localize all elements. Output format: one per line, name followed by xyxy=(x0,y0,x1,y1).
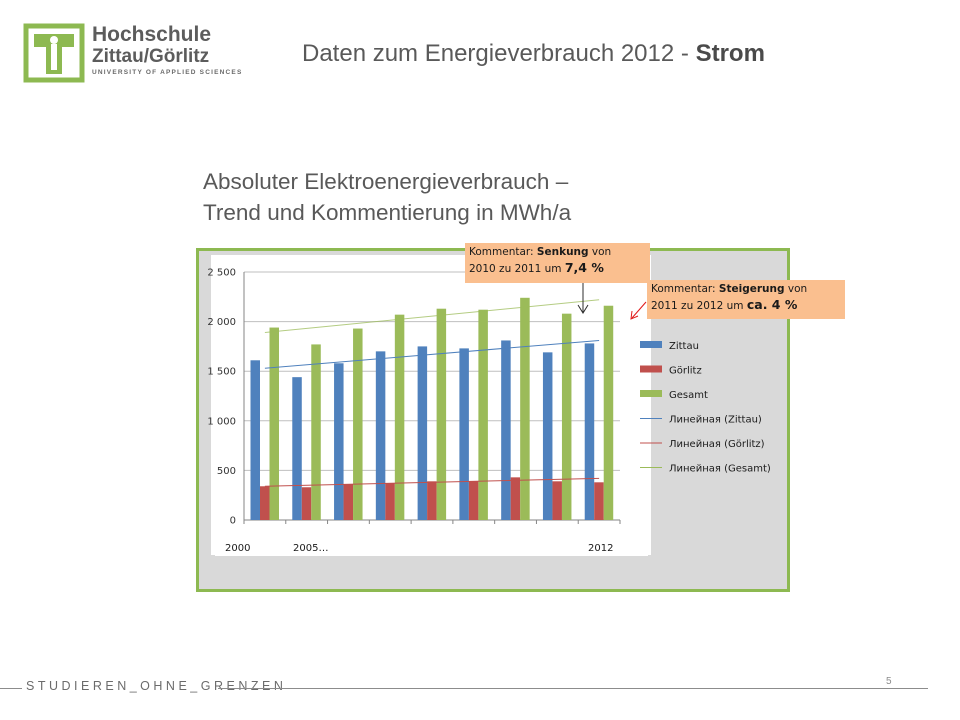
footer-line-left xyxy=(0,688,22,689)
legend-label: Линейная (Zittau) xyxy=(669,415,762,426)
bar-zittau xyxy=(417,346,428,520)
comment1-arrowhead xyxy=(577,304,589,314)
logo-line2: Zittau/Görlitz xyxy=(92,46,210,67)
legend-label: Görlitz xyxy=(669,366,702,377)
bar-gesamt xyxy=(353,328,363,520)
subtitle-line1: Absoluter Elektroenergieverbrauch – xyxy=(203,169,569,194)
y-tick-label: 2 000 xyxy=(207,317,236,328)
bar-zittau xyxy=(375,351,386,520)
bar-gesamt xyxy=(436,308,447,520)
comment2-line2: 2011 zu 2012 um xyxy=(651,300,747,312)
y-tick-label: 500 xyxy=(217,466,236,477)
footer-line-right xyxy=(218,688,928,689)
comment2-rest: von xyxy=(784,283,808,295)
x-label-2012: 2012 xyxy=(588,543,613,554)
logo-line3: UNIVERSITY OF APPLIED SCIENCES xyxy=(92,69,243,76)
comment1-rest: von xyxy=(588,246,612,258)
subtitle-line2: Trend und Kommentierung in MWh/a xyxy=(203,200,572,225)
bar-gesamt xyxy=(311,344,321,520)
bar-zittau xyxy=(542,352,553,520)
page-title-main: Daten zum Energieverbrauch 2012 - xyxy=(302,40,696,67)
bar-goerlitz xyxy=(594,482,604,520)
legend-label: Gesamt xyxy=(669,390,708,401)
y-tick-label: 0 xyxy=(230,516,236,527)
footer-slogan: STUDIEREN_OHNE_GRENZEN xyxy=(26,679,287,693)
page-number: 5 xyxy=(886,676,892,687)
trendline-gesamt xyxy=(264,299,600,334)
bar-goerlitz xyxy=(510,477,521,520)
comment-box-senkung: Kommentar: Senkung von 2010 zu 2011 um 7… xyxy=(465,243,650,283)
bar-gesamt xyxy=(394,314,405,520)
legend-swatch xyxy=(640,390,662,397)
bar-goerlitz xyxy=(385,483,395,520)
bar-goerlitz xyxy=(552,481,562,520)
comment1-value: 7,4 % xyxy=(564,260,604,275)
bar-zittau xyxy=(459,348,469,520)
x-label-box xyxy=(215,533,648,556)
comment-box-steigerung: Kommentar: Steigerung von 2011 zu 2012 u… xyxy=(647,280,845,319)
bar-zittau xyxy=(250,360,260,520)
trendline-goerlitz xyxy=(264,477,600,487)
comment2-label: Kommentar: xyxy=(651,283,719,295)
y-tick-label: 1 000 xyxy=(207,416,236,427)
comment1-line2: 2010 zu 2011 um xyxy=(469,263,565,275)
university-logo xyxy=(23,23,85,83)
x-label-2005: 2005… xyxy=(293,543,328,554)
logo-wordmark: Hochschule Zittau/Görlitz UNIVERSITY OF … xyxy=(92,23,243,77)
bar-goerlitz xyxy=(468,481,479,520)
bar-goerlitz xyxy=(260,486,270,520)
bar-gesamt xyxy=(603,305,614,520)
bar-goerlitz xyxy=(301,487,312,520)
page-title-bold: Strom xyxy=(695,40,765,67)
comment1-label: Kommentar: xyxy=(469,246,537,258)
comment2-arrowhead xyxy=(630,310,639,320)
logo-line1: Hochschule xyxy=(92,23,212,46)
trendline-zittau xyxy=(264,339,600,369)
legend-swatch xyxy=(640,341,662,348)
y-tick-label: 1 500 xyxy=(207,367,236,378)
legend-label: Линейная (Gesamt) xyxy=(669,464,771,475)
slide-subtitle: Absoluter Elektroenergieverbrauch – Tren… xyxy=(203,166,571,228)
comment2-arrow xyxy=(631,301,647,319)
comment2-value: ca. 4 % xyxy=(746,297,798,312)
x-label-2000: 2000 xyxy=(225,543,250,554)
legend-label: Zittau xyxy=(669,341,699,352)
comment1-bold: Senkung xyxy=(536,246,589,258)
bar-gesamt xyxy=(269,327,279,520)
bar-zittau xyxy=(501,340,511,520)
bar-gesamt xyxy=(561,313,572,520)
bar-gesamt xyxy=(520,297,530,520)
bar-goerlitz xyxy=(343,484,354,520)
comment2-bold: Steigerung xyxy=(718,283,785,295)
bar-gesamt xyxy=(478,309,488,520)
bar-zittau xyxy=(292,377,302,520)
page-title: Daten zum Energieverbrauch 2012 - Strom xyxy=(302,40,765,68)
legend-label: Линейная (Görlitz) xyxy=(669,439,765,450)
bar-zittau xyxy=(334,363,344,520)
y-tick-label: 2 500 xyxy=(207,268,236,279)
bar-goerlitz xyxy=(427,481,437,520)
bar-zittau xyxy=(584,343,595,520)
legend-swatch xyxy=(640,365,662,373)
